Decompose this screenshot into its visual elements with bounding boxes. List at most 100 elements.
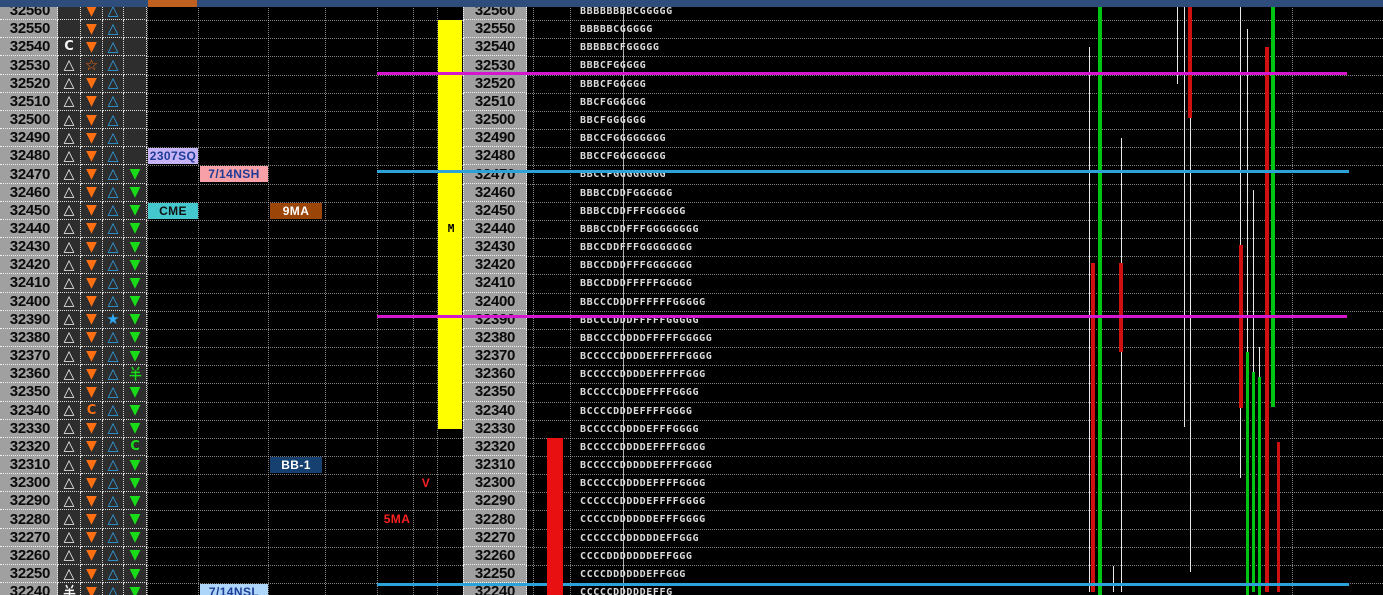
price-cell[interactable]: 32380: [463, 328, 527, 348]
price-cell[interactable]: 32370: [0, 347, 58, 366]
price-cell[interactable]: 32530: [0, 56, 58, 75]
price-cell[interactable]: 32430: [463, 238, 527, 257]
price-cell[interactable]: 32500: [463, 110, 527, 130]
green-signal-cell: ▼: [124, 419, 147, 438]
price-cell[interactable]: 32250: [0, 564, 58, 584]
price-cell[interactable]: 32260: [0, 546, 58, 565]
tpo-letters: BCCCCCDDDDEFFFFFGGG: [580, 369, 706, 381]
white-signal-cell: △: [58, 129, 81, 148]
price-cell[interactable]: 32490: [0, 129, 58, 148]
down-triangle-icon: ▼: [129, 274, 141, 291]
cyan-signal-cell: △: [103, 92, 124, 111]
price-cell[interactable]: 32500: [0, 110, 58, 130]
price-cell[interactable]: 32400: [0, 292, 58, 311]
price-cell[interactable]: 32480: [0, 147, 58, 166]
price-cell[interactable]: 32510: [463, 92, 527, 111]
price-cell[interactable]: 32320: [463, 437, 527, 456]
tpo-letters: BBBBBCGGGGG: [580, 24, 653, 36]
price-cell[interactable]: 32260: [463, 546, 527, 565]
price-cell[interactable]: 32290: [463, 492, 527, 511]
down-triangle-icon: ▼: [86, 202, 97, 219]
price-cell[interactable]: 32330: [0, 419, 58, 438]
up-triangle-icon: △: [107, 529, 119, 546]
price-cell[interactable]: 32420: [463, 256, 527, 275]
price-cell[interactable]: 32310: [0, 456, 58, 475]
price-cell[interactable]: 32390: [463, 310, 527, 329]
cyan-signal-cell: △: [103, 492, 124, 511]
price-cell[interactable]: 32470: [463, 165, 527, 184]
price-cell[interactable]: 32520: [463, 74, 527, 93]
half-icon: [129, 366, 141, 381]
price-cell[interactable]: 32270: [463, 528, 527, 547]
price-cell[interactable]: 32420: [0, 256, 58, 275]
price-cell[interactable]: 32530: [463, 56, 527, 75]
price-cell[interactable]: 32540: [463, 38, 527, 57]
down-triangle-icon: ▼: [86, 147, 97, 164]
price-cell[interactable]: 32360: [463, 365, 527, 384]
price-cell[interactable]: 32370: [463, 347, 527, 366]
price-cell[interactable]: 32320: [0, 437, 58, 456]
price-cell[interactable]: 32390: [0, 310, 58, 329]
price-cell[interactable]: 32510: [0, 92, 58, 111]
gridline-horizontal: [0, 347, 1383, 349]
label-v: V: [421, 476, 431, 491]
price-cell[interactable]: 32280: [463, 510, 527, 529]
magenta-level-line: [377, 315, 1347, 318]
price-cell[interactable]: 32340: [463, 401, 527, 420]
price-cell[interactable]: 32360: [0, 365, 58, 384]
price-cell[interactable]: 32270: [0, 528, 58, 547]
poc-marker: M: [447, 222, 455, 236]
cyan-signal-cell: △: [103, 328, 124, 348]
price-cell[interactable]: 32450: [463, 201, 527, 220]
gridline-vertical: [570, 0, 571, 595]
down-triangle-icon: ▼: [129, 547, 141, 564]
up-triangle-icon: △: [107, 402, 119, 419]
white-signal-cell: △: [58, 56, 81, 75]
up-triangle-icon: △: [63, 456, 75, 473]
down-triangle-icon: ▼: [86, 2, 97, 19]
down-triangle-icon: ▼: [86, 20, 97, 37]
down-triangle-icon: ▼: [129, 492, 141, 509]
price-cell[interactable]: 32250: [463, 564, 527, 584]
up-triangle-icon: △: [63, 57, 75, 74]
price-cell[interactable]: 32350: [463, 383, 527, 402]
price-cell[interactable]: 32550: [463, 20, 527, 39]
white-signal-cell: △: [58, 274, 81, 293]
price-cell[interactable]: 32480: [463, 147, 527, 166]
cyan-signal-cell: △: [103, 256, 124, 275]
price-cell[interactable]: 32410: [463, 274, 527, 293]
white-signal-cell: △: [58, 474, 81, 493]
price-cell[interactable]: 32290: [0, 492, 58, 511]
price-cell[interactable]: 32280: [0, 510, 58, 529]
price-cell[interactable]: 32470: [0, 165, 58, 184]
tpo-letters: BCCCCCDDDDEFFFFFGGGG: [580, 351, 713, 363]
price-cell[interactable]: 32400: [463, 292, 527, 311]
price-cell[interactable]: 32490: [463, 129, 527, 148]
price-cell[interactable]: 32440: [463, 219, 527, 239]
price-cell[interactable]: 32240: [463, 583, 527, 595]
price-cell[interactable]: 32430: [0, 238, 58, 257]
price-cell[interactable]: 32350: [0, 383, 58, 402]
price-cell[interactable]: 32550: [0, 20, 58, 39]
price-cell[interactable]: 32310: [463, 456, 527, 475]
down-triangle-icon: ▼: [129, 420, 141, 437]
price-cell[interactable]: 32340: [0, 401, 58, 420]
tpo-letters: CCCCCCDDDDDDEFFGGG: [580, 532, 700, 544]
price-cell[interactable]: 32380: [0, 328, 58, 348]
price-cell[interactable]: 32440: [0, 219, 58, 239]
cyan-signal-cell: △: [103, 20, 124, 39]
candle-segment: [1277, 442, 1280, 592]
price-cell[interactable]: 32460: [463, 183, 527, 202]
price-cell[interactable]: 32300: [0, 474, 58, 493]
price-cell[interactable]: 32240: [0, 583, 58, 595]
price-cell[interactable]: 32540: [0, 38, 58, 57]
price-cell[interactable]: 32450: [0, 201, 58, 220]
price-cell[interactable]: 32460: [0, 183, 58, 202]
red-volume-bar: [547, 438, 563, 595]
price-cell[interactable]: 32330: [463, 419, 527, 438]
price-cell[interactable]: 32300: [463, 474, 527, 493]
price-cell[interactable]: 32410: [0, 274, 58, 293]
up-triangle-icon: △: [63, 202, 75, 219]
tpo-letters: CCCCCCDDDDEFFFFGGGG: [580, 496, 706, 508]
price-cell[interactable]: 32520: [0, 74, 58, 93]
